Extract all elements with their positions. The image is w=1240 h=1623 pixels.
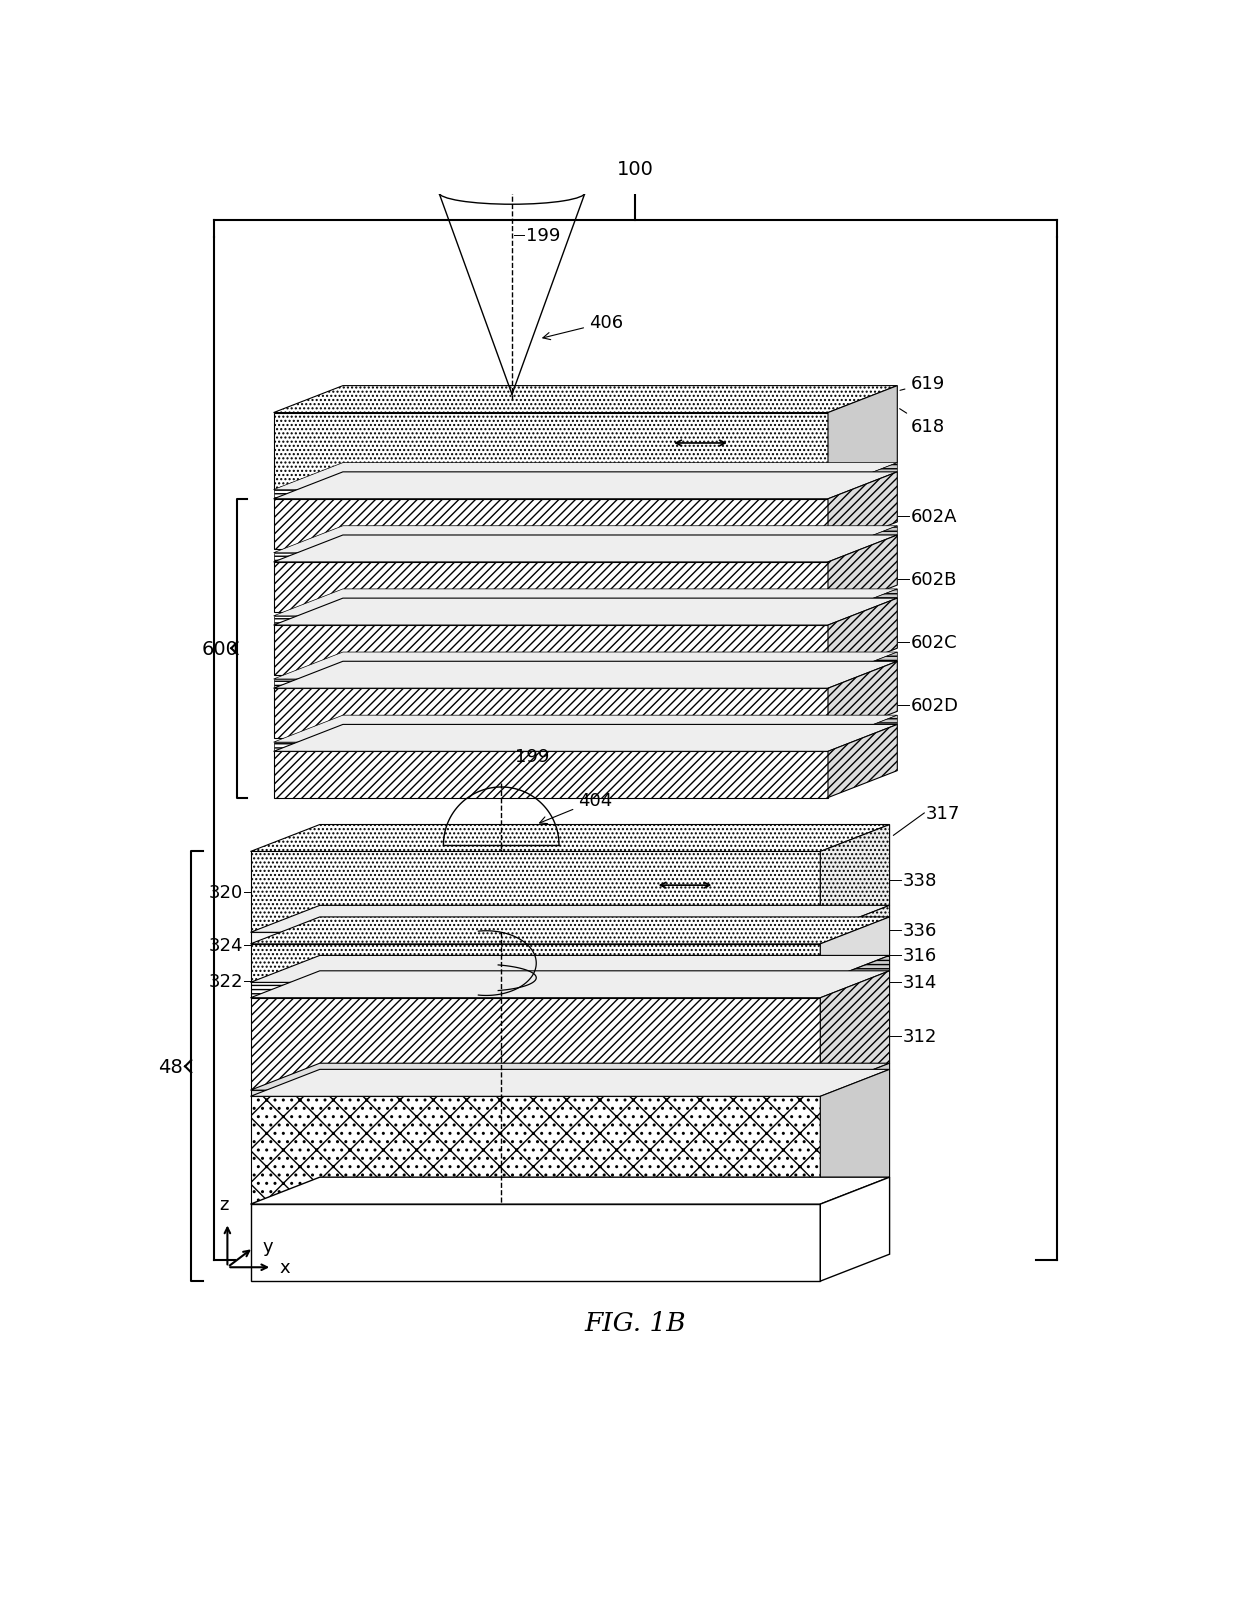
Text: 316: 316 (903, 946, 937, 964)
Text: 602C: 602C (910, 633, 957, 651)
Polygon shape (250, 917, 889, 945)
Text: x: x (280, 1258, 290, 1276)
Polygon shape (274, 688, 828, 738)
Polygon shape (274, 526, 898, 553)
Polygon shape (821, 906, 889, 945)
Text: 317: 317 (926, 805, 960, 823)
Text: z: z (219, 1196, 228, 1214)
Polygon shape (250, 1097, 821, 1204)
Polygon shape (274, 490, 828, 500)
Polygon shape (250, 1070, 889, 1097)
Polygon shape (274, 680, 828, 688)
Polygon shape (250, 1177, 889, 1204)
Polygon shape (274, 662, 898, 688)
Text: 199: 199 (526, 227, 560, 245)
Text: 336: 336 (903, 922, 937, 940)
Polygon shape (274, 463, 898, 490)
Text: 48: 48 (157, 1057, 182, 1076)
Polygon shape (274, 563, 828, 612)
Polygon shape (274, 725, 898, 751)
Polygon shape (250, 945, 821, 984)
Polygon shape (274, 553, 828, 563)
Polygon shape (274, 716, 898, 743)
Polygon shape (274, 617, 828, 626)
Polygon shape (821, 1063, 889, 1097)
Polygon shape (250, 998, 821, 1091)
Polygon shape (821, 1177, 889, 1281)
Text: 320: 320 (208, 883, 243, 901)
Text: 600: 600 (201, 639, 238, 659)
Polygon shape (250, 933, 821, 945)
Polygon shape (250, 824, 889, 852)
Text: 602D: 602D (910, 696, 959, 714)
Text: 199: 199 (515, 748, 549, 766)
Polygon shape (828, 536, 898, 612)
Text: 100: 100 (618, 159, 653, 179)
Polygon shape (250, 956, 889, 984)
Polygon shape (828, 599, 898, 675)
Polygon shape (828, 716, 898, 751)
Polygon shape (821, 971, 889, 1091)
Polygon shape (250, 1204, 821, 1281)
Polygon shape (250, 971, 889, 998)
Polygon shape (828, 526, 898, 563)
Polygon shape (274, 414, 828, 490)
Text: 602A: 602A (910, 508, 957, 526)
Polygon shape (821, 824, 889, 933)
Polygon shape (828, 463, 898, 500)
Polygon shape (828, 725, 898, 799)
Text: 314: 314 (903, 974, 937, 992)
Polygon shape (250, 852, 821, 933)
Polygon shape (828, 652, 898, 688)
Polygon shape (274, 652, 898, 680)
Polygon shape (274, 626, 828, 675)
Polygon shape (250, 1063, 889, 1091)
Polygon shape (821, 1070, 889, 1204)
Polygon shape (821, 917, 889, 984)
Text: 618: 618 (900, 409, 945, 437)
Text: 602B: 602B (910, 571, 957, 589)
Text: FIG. 1B: FIG. 1B (585, 1310, 686, 1336)
Polygon shape (274, 386, 898, 414)
Polygon shape (274, 743, 828, 751)
Polygon shape (828, 589, 898, 626)
Text: 406: 406 (543, 315, 624, 341)
Polygon shape (274, 589, 898, 617)
Text: 324: 324 (208, 936, 243, 954)
Polygon shape (274, 536, 898, 563)
Polygon shape (828, 472, 898, 550)
Polygon shape (828, 386, 898, 490)
Polygon shape (274, 500, 828, 550)
Polygon shape (274, 472, 898, 500)
Text: y: y (263, 1237, 273, 1255)
Polygon shape (821, 956, 889, 998)
Polygon shape (250, 984, 821, 998)
Text: 338: 338 (903, 872, 937, 889)
Text: 404: 404 (539, 792, 613, 824)
Text: 619: 619 (900, 375, 945, 393)
Polygon shape (274, 751, 828, 799)
Polygon shape (250, 906, 889, 933)
Polygon shape (274, 599, 898, 626)
Polygon shape (828, 662, 898, 738)
Polygon shape (250, 1091, 821, 1097)
Text: 322: 322 (208, 972, 243, 990)
Text: 312: 312 (903, 1027, 937, 1045)
